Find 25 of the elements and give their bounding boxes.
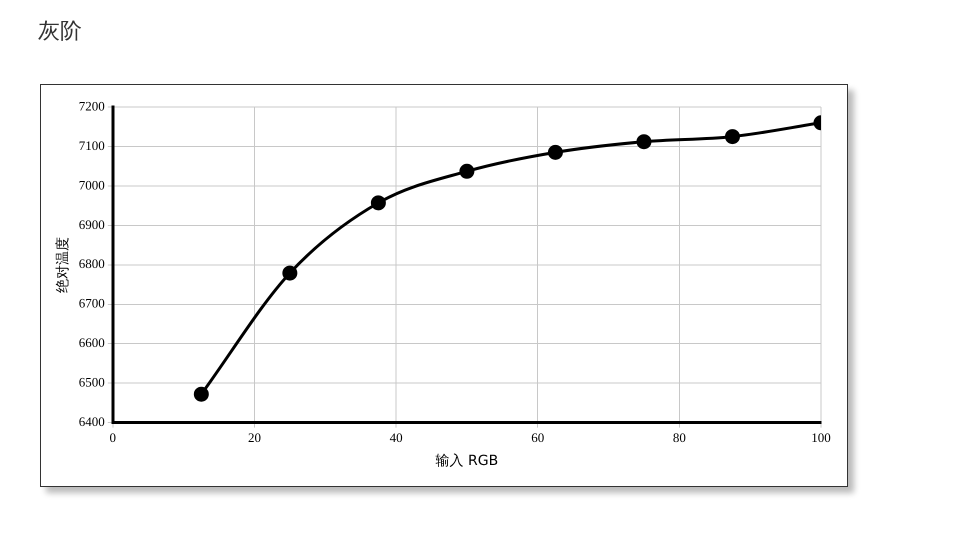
x-tick-label: 0 [110, 430, 116, 445]
x-tick-label: 40 [390, 430, 403, 445]
y-tick-label: 6900 [78, 216, 105, 232]
point [194, 386, 209, 402]
point [370, 195, 386, 210]
y-tick-label: 6500 [78, 374, 105, 390]
x-tick-label: 20 [248, 430, 261, 445]
point [459, 164, 474, 179]
y-tick-label: 6700 [78, 296, 105, 311]
x-tick-label: 60 [531, 430, 544, 445]
chart-title: 灰阶 [38, 18, 82, 46]
y-tick-label: 7000 [78, 177, 105, 192]
x-tick-label: 100 [811, 430, 831, 445]
y-tick-label: 6800 [78, 256, 105, 272]
point [282, 266, 298, 281]
x-tick-label: 80 [672, 430, 686, 445]
y-tick-label: 6600 [78, 335, 105, 350]
point [724, 129, 740, 144]
x-axis-title: 输入 RGB [436, 453, 498, 470]
y-tick-label: 6400 [78, 414, 105, 430]
y-axis-title: 绝对温度 [55, 236, 72, 293]
point [548, 144, 563, 160]
y-tick-label: 7200 [78, 98, 105, 114]
y-tick-label: 7100 [78, 138, 105, 153]
point [636, 134, 652, 150]
